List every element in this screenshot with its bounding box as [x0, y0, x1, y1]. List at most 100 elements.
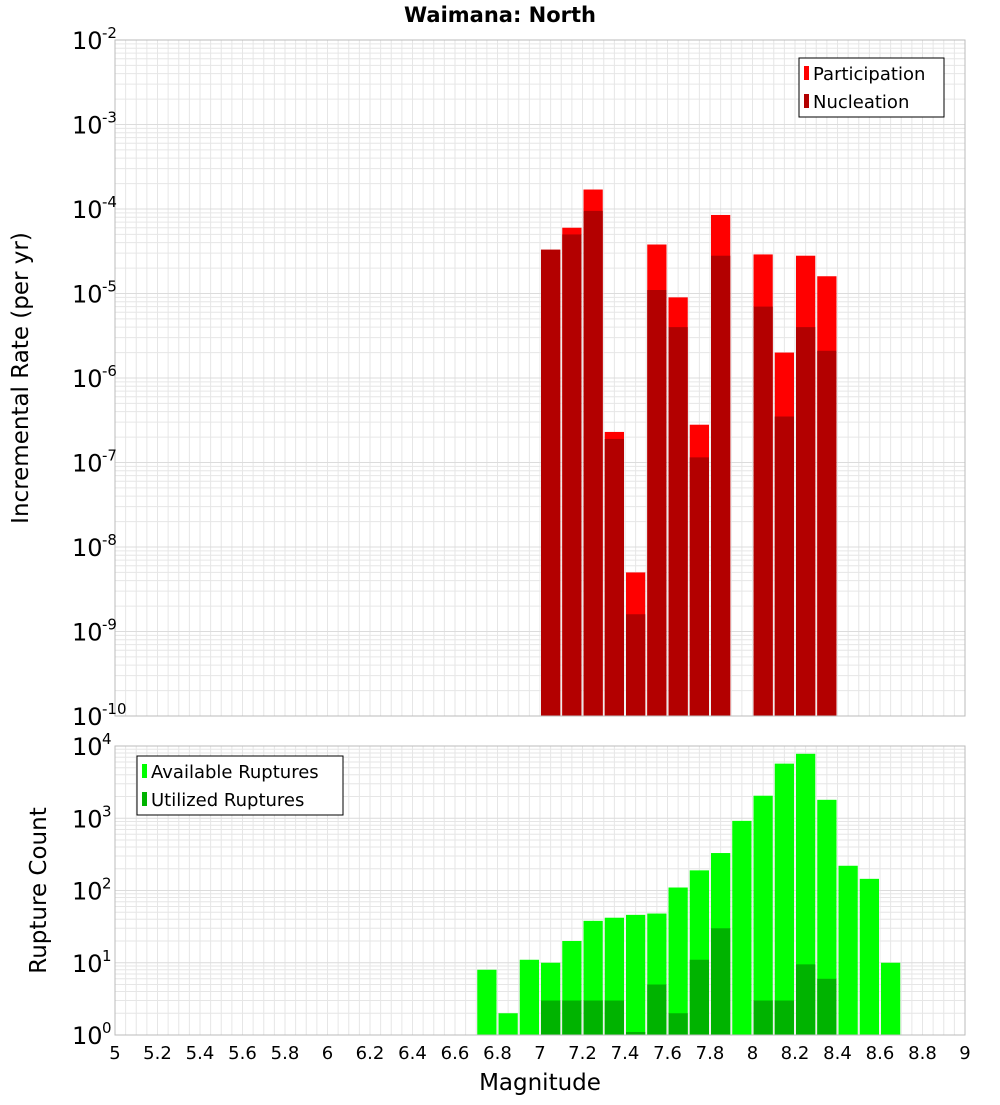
x-tick-label: 8: [747, 1043, 758, 1064]
x-tick-label: 8.6: [866, 1043, 895, 1064]
y-tick-exponent: -4: [102, 193, 117, 211]
bar-utilized-ruptures: [796, 964, 816, 1035]
bar-nucleation: [647, 290, 667, 716]
y-tick-exponent: -2: [102, 24, 117, 42]
y-tick-exponent: -6: [102, 362, 117, 380]
x-tick-label: 7: [534, 1043, 545, 1064]
y-tick-label: 10: [72, 805, 103, 833]
x-tick-label: 6.4: [398, 1043, 427, 1064]
y-tick-exponent: 2: [102, 875, 112, 893]
bar-available-ruptures: [498, 1013, 518, 1035]
bottom-y-axis-title: Rupture Count: [26, 807, 52, 973]
bar-nucleation: [817, 350, 837, 716]
y-tick-exponent: -10: [102, 700, 127, 718]
bar-available-ruptures: [881, 962, 901, 1035]
bar-nucleation: [541, 249, 561, 716]
bar-nucleation: [753, 306, 773, 716]
top-legend: Participation Nucleation: [798, 57, 945, 118]
bar-nucleation: [562, 234, 582, 717]
y-tick-label: 10: [72, 27, 103, 55]
y-tick-label: 10: [72, 1022, 103, 1050]
legend-box: [136, 755, 344, 816]
bottom-legend: Available Ruptures Utilized Ruptures: [136, 755, 344, 816]
y-tick-exponent: -9: [102, 616, 117, 634]
bar-utilized-ruptures: [817, 978, 837, 1035]
x-tick-label: 5.8: [271, 1043, 300, 1064]
bar-nucleation: [604, 438, 624, 716]
bar-utilized-ruptures: [604, 1000, 624, 1035]
legend-swatch: [804, 94, 809, 108]
y-tick-exponent: -7: [102, 447, 117, 465]
bottom-plot-frame: [114, 745, 966, 1036]
bar-utilized-ruptures: [774, 1000, 794, 1035]
bar-available-ruptures: [838, 865, 858, 1035]
y-tick-label: 10: [72, 196, 103, 224]
bar-nucleation: [626, 614, 646, 716]
bar-utilized-ruptures: [689, 959, 709, 1035]
y-tick-label: 10: [72, 281, 103, 309]
legend-swatch: [142, 764, 147, 778]
legend-label: Available Ruptures: [151, 762, 319, 783]
bar-utilized-ruptures: [541, 1000, 561, 1035]
legend-swatch: [142, 792, 147, 806]
bar-utilized-ruptures: [647, 984, 667, 1035]
top-panel-incremental-rate: 10-210-310-410-510-610-710-810-910 -10Inc…: [8, 24, 966, 731]
bar-nucleation: [689, 457, 709, 716]
bar-available-ruptures: [859, 878, 879, 1035]
y-tick-label: 10: [72, 450, 103, 478]
bar-utilized-ruptures: [583, 1000, 603, 1035]
y-tick-exponent: 1: [102, 947, 112, 965]
y-tick-label: 10: [72, 703, 103, 731]
y-tick-exponent: 4: [102, 730, 112, 748]
x-tick-label: 7.6: [653, 1043, 682, 1064]
x-tick-label: 9: [959, 1043, 970, 1064]
legend-label: Nucleation: [813, 92, 909, 113]
x-tick-label: 8.2: [781, 1043, 810, 1064]
x-tick-label: 8.4: [823, 1043, 852, 1064]
y-tick-exponent: -5: [102, 278, 117, 296]
bar-utilized-ruptures: [626, 1032, 646, 1035]
x-tick-label: 5: [109, 1043, 120, 1064]
bar-available-ruptures: [817, 799, 837, 1035]
y-tick-exponent: -3: [102, 109, 117, 127]
x-tick-label: 5.4: [186, 1043, 215, 1064]
bar-available-ruptures: [732, 820, 752, 1035]
x-tick-label: 6.2: [356, 1043, 385, 1064]
bar-utilized-ruptures: [711, 928, 731, 1035]
top-plot-frame: [114, 39, 966, 717]
top-bars: [541, 189, 837, 717]
bar-utilized-ruptures: [668, 1013, 688, 1035]
y-tick-label: 10: [72, 112, 103, 140]
legend-label: Participation: [813, 64, 925, 85]
x-tick-label: 7.8: [696, 1043, 725, 1064]
bar-nucleation: [774, 416, 794, 716]
x-tick-label: 6.6: [441, 1043, 470, 1064]
y-tick-label: 10: [72, 365, 103, 393]
y-tick-exponent: 0: [102, 1019, 112, 1037]
top-y-ticks: 10-210-310-410-510-610-710-810-910-10: [72, 24, 127, 731]
top-grid: [114, 40, 966, 717]
bar-utilized-ruptures: [562, 1000, 582, 1035]
x-tick-label: 6: [322, 1043, 333, 1064]
x-axis-title: Magnitude: [479, 1070, 601, 1096]
x-tick-label: 5.2: [143, 1043, 172, 1064]
y-tick-label: 10: [72, 733, 103, 761]
y-tick-label: 10: [72, 619, 103, 647]
legend-box: [798, 57, 945, 118]
x-ticks: 5 5.2 5.4 5.6 5.8 6 6.2 6.4 6.6 6.8 7 7.2 7.4 7.6 7.8 8…: [109, 1043, 970, 1064]
y-tick-exponent: 3: [102, 802, 112, 820]
bar-utilized-ruptures: [753, 1000, 773, 1035]
x-tick-label: 7.4: [611, 1043, 640, 1064]
bar-nucleation: [711, 255, 731, 716]
bar-nucleation: [796, 327, 816, 716]
y-tick-label: 10: [72, 950, 103, 978]
bar-available-ruptures: [519, 959, 539, 1035]
x-tick-label: 6.8: [483, 1043, 512, 1064]
bar-nucleation: [668, 327, 688, 716]
legend-label: Utilized Ruptures: [151, 790, 304, 811]
bar-available-ruptures: [774, 763, 794, 1035]
x-tick-label: 7.2: [568, 1043, 597, 1064]
